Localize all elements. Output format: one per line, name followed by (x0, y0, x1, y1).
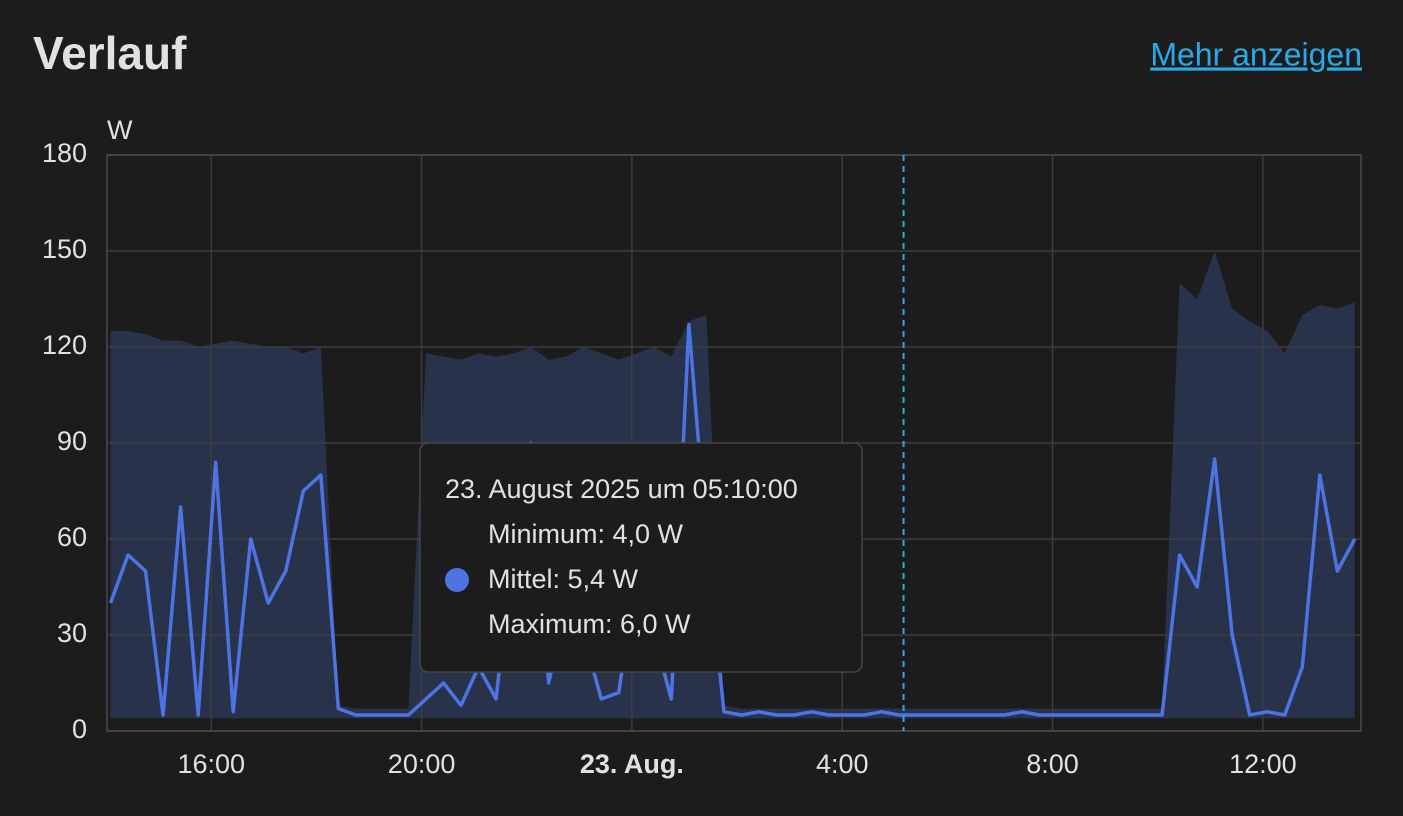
y-tick-label: 150 (42, 234, 87, 264)
y-tick-label: 180 (42, 138, 87, 168)
x-tick-label: 8:00 (1026, 749, 1079, 779)
tooltip-dot (445, 568, 469, 592)
tooltip-line: Maximum: 6,0 W (488, 609, 691, 639)
tooltip-title: 23. August 2025 um 05:10:00 (445, 474, 798, 504)
y-tick-label: 30 (57, 618, 87, 648)
plot-frame (106, 154, 1362, 732)
y-tick-label: 120 (42, 330, 87, 360)
x-tick-label: 23. Aug. (580, 749, 684, 779)
x-tick-label: 4:00 (816, 749, 869, 779)
x-tick-label: 20:00 (388, 749, 456, 779)
x-tick-label: 16:00 (177, 749, 245, 779)
y-tick-label: 60 (57, 522, 87, 552)
tooltip-line: Minimum: 4,0 W (488, 519, 684, 549)
y-unit: W (107, 115, 133, 145)
card-title: Verlauf (33, 27, 187, 79)
tooltip-line: Mittel: 5,4 W (488, 564, 639, 594)
tooltip: 23. August 2025 um 05:10:00 Minimum: 4,0… (419, 442, 863, 673)
y-tick-label: 90 (57, 426, 87, 456)
tooltip-box (419, 442, 863, 673)
more-link[interactable]: Mehr anzeigen (1150, 36, 1362, 72)
x-tick-label: 12:00 (1229, 749, 1297, 779)
mean-line (108, 322, 1357, 717)
min-area (110, 718, 1355, 731)
y-tick-label: 0 (72, 714, 87, 744)
